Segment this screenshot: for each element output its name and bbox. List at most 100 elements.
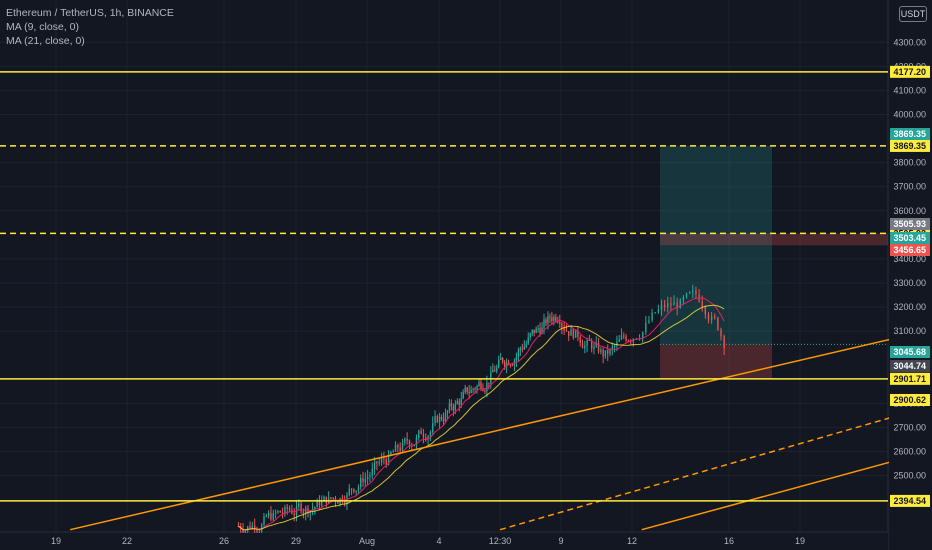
- currency-button[interactable]: USDT: [899, 6, 927, 22]
- candle-body: [654, 312, 656, 314]
- level-tag: [890, 372, 930, 385]
- candle-body: [695, 290, 697, 295]
- candle-body: [670, 303, 672, 306]
- candle-body: [318, 500, 321, 506]
- candle-body: [438, 417, 441, 423]
- candle-body: [682, 297, 685, 301]
- candle-body: [539, 328, 541, 334]
- candle-body: [429, 431, 432, 437]
- level-tag: [890, 139, 930, 152]
- candle-body: [293, 513, 295, 516]
- candle-body: [456, 401, 459, 405]
- candle-body: [413, 444, 415, 447]
- channel-lower-line: [641, 449, 932, 531]
- candle-body: [366, 476, 369, 480]
- price-tag-label: 3044.74: [893, 361, 926, 371]
- candle-body: [446, 410, 449, 414]
- time-axis-bg: [0, 533, 888, 550]
- time-tick-label: 4: [436, 536, 441, 546]
- candle-body: [685, 293, 688, 298]
- candle-body: [418, 430, 420, 438]
- candle-body: [450, 403, 453, 407]
- candle-body: [474, 388, 476, 390]
- time-tick-label: 19: [795, 536, 805, 546]
- candle-body: [364, 479, 367, 483]
- candle-body: [274, 512, 277, 514]
- candle-body: [442, 419, 445, 422]
- candle-body: [623, 335, 625, 337]
- time-tick-label: 22: [122, 536, 132, 546]
- candle-body: [704, 306, 707, 315]
- candle-body: [484, 390, 486, 392]
- candle-body: [529, 333, 531, 338]
- candle-body: [444, 413, 447, 422]
- candle-body: [673, 302, 675, 306]
- candle-body: [401, 443, 404, 451]
- candle-body: [503, 361, 506, 367]
- candle-body: [723, 336, 725, 349]
- level-tag-label: 4177.20: [893, 67, 926, 77]
- candle-body: [602, 349, 604, 357]
- candle-body: [543, 319, 545, 328]
- candle-body: [642, 332, 644, 339]
- candle-body: [440, 417, 443, 420]
- candle-body: [490, 372, 492, 384]
- profit-zone: [660, 145, 772, 345]
- candle-body: [480, 382, 482, 388]
- candle-body: [302, 511, 305, 514]
- candle-body: [387, 454, 390, 465]
- candle-body: [692, 290, 694, 293]
- candle-body: [286, 507, 288, 509]
- candle-body: [572, 329, 575, 338]
- candle-body: [559, 321, 561, 324]
- level-tag-label: 2394.54: [893, 496, 926, 506]
- candle-body: [323, 496, 325, 502]
- candle-body: [609, 349, 611, 354]
- candle-body: [378, 462, 380, 464]
- candle-body: [620, 335, 623, 340]
- legend-symbol[interactable]: Ethereum / TetherUS, 1h, BINANCE: [6, 7, 174, 19]
- candle-body: [613, 345, 616, 347]
- price-tag: [890, 128, 930, 140]
- candle-body: [265, 516, 267, 518]
- time-tick-label: 26: [219, 536, 229, 546]
- candle-body: [541, 327, 543, 334]
- resistance-zone: [660, 233, 888, 246]
- candle-body: [537, 328, 539, 330]
- candle-body: [553, 316, 555, 321]
- price-tag: [890, 232, 930, 244]
- candle-body: [565, 330, 568, 332]
- candle-body: [425, 437, 427, 440]
- candle-body: [279, 510, 281, 513]
- candle-body: [629, 341, 632, 343]
- legend-ma-fast[interactable]: MA (9, close, 0): [6, 21, 79, 33]
- candle-body: [577, 330, 579, 337]
- candle-body: [625, 336, 627, 341]
- candle-body: [720, 329, 722, 337]
- candle-body: [397, 444, 399, 448]
- candle-body: [505, 362, 508, 367]
- candle-body: [321, 501, 323, 506]
- candle-body: [507, 362, 510, 365]
- candle-body: [590, 340, 593, 349]
- price-axis-bg: [889, 0, 932, 550]
- level-tag-label: 2901.71: [893, 374, 926, 384]
- candle-body: [448, 403, 451, 411]
- legend-ma-slow[interactable]: MA (21, close, 0): [6, 35, 85, 47]
- candle-body: [579, 336, 581, 344]
- candle-body: [531, 329, 533, 334]
- candle-body: [360, 478, 362, 488]
- candle-body: [253, 525, 256, 530]
- candle-body: [478, 382, 480, 387]
- candle-body: [586, 339, 588, 346]
- stop-zone: [660, 344, 772, 379]
- candle-body: [343, 500, 346, 504]
- candle-body: [555, 316, 557, 321]
- candle-body: [390, 452, 392, 455]
- candle-body: [498, 359, 500, 368]
- candle-body: [515, 356, 518, 361]
- candle-body: [270, 512, 272, 520]
- candle-body: [406, 438, 408, 441]
